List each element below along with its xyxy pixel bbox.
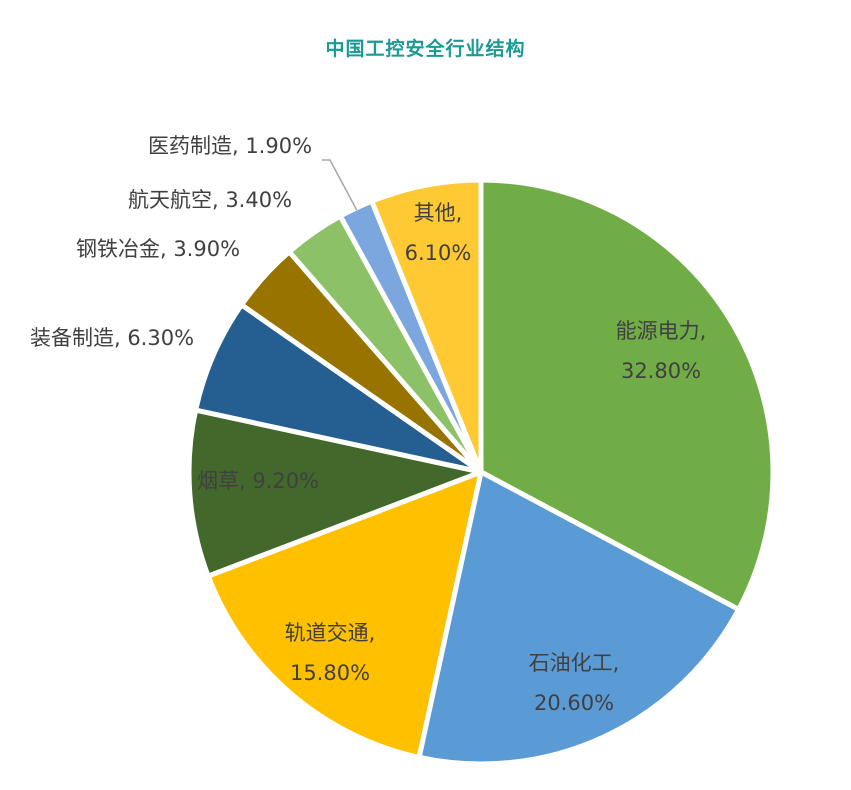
leader-line (322, 159, 358, 211)
pie-slice (416, 469, 742, 767)
data-label: 装备制造, 6.30% (30, 326, 194, 350)
data-label: 医药制造, 1.90% (148, 134, 312, 158)
pie-slice (478, 177, 776, 612)
data-label: 轨道交通, 15.80% (285, 621, 376, 685)
pie-slice (186, 407, 484, 579)
data-label: 烟草, 9.20% (197, 469, 319, 493)
data-label: 其他, 6.10% (405, 201, 472, 265)
data-label: 石油化工, 20.60% (529, 651, 620, 715)
data-label: 航天航空, 3.40% (128, 188, 292, 212)
pie-slice (205, 469, 484, 760)
data-label: 能源电力, 32.80% (616, 319, 707, 383)
data-label: 钢铁冶金, 3.90% (76, 237, 240, 261)
chart-title: 中国工控安全行业结构 (325, 38, 526, 60)
pie-slice (369, 177, 484, 475)
